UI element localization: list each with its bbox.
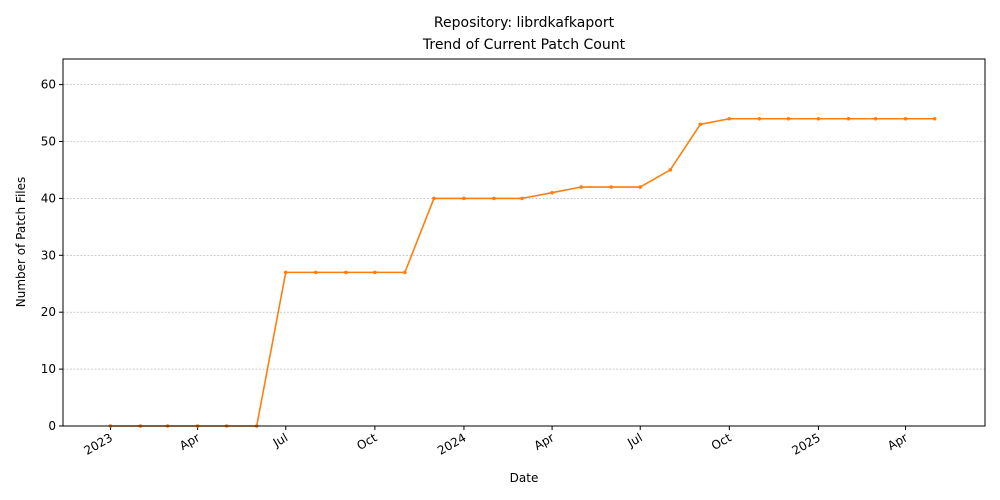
x-tick-label: Jul — [270, 430, 290, 450]
data-point — [283, 270, 288, 275]
data-point — [846, 116, 851, 121]
y-tick-label: 60 — [41, 78, 56, 92]
x-tick-label: Apr — [177, 430, 202, 453]
x-tick-label: Oct — [354, 430, 379, 453]
data-point — [668, 168, 673, 172]
data-point — [373, 270, 377, 275]
data-point — [638, 185, 643, 189]
data-point — [432, 196, 436, 201]
plot-frame — [62, 58, 986, 427]
y-tick-label: 20 — [41, 305, 56, 319]
series-layer — [108, 116, 937, 428]
data-point — [462, 196, 466, 201]
x-tick-label: 2025 — [789, 430, 822, 457]
y-tick-label: 50 — [41, 135, 56, 149]
data-point — [903, 116, 908, 121]
data-point — [343, 270, 348, 275]
y-tick-label: 40 — [41, 191, 56, 205]
data-point — [932, 116, 937, 121]
x-tick-label: Apr — [532, 430, 557, 453]
data-point — [550, 190, 554, 195]
x-axis-label: Date — [510, 471, 539, 485]
series-line — [110, 117, 935, 427]
data-point — [313, 270, 318, 275]
x-tick-label: 2024 — [435, 430, 468, 457]
x-axis-ticks: 2023 Apr Jul Oct 2024 Apr Jul Oct 2025 Apr — [82, 426, 910, 458]
data-point — [786, 116, 791, 121]
data-point — [698, 122, 703, 127]
chart-title: Repository: librdkafkaport — [434, 15, 615, 31]
y-tick-label: 30 — [41, 248, 56, 262]
data-point — [727, 116, 732, 121]
y-axis-label: Number of Patch Files — [14, 177, 28, 308]
data-point — [520, 196, 524, 201]
data-point — [816, 116, 821, 121]
x-tick-label: Jul — [624, 430, 644, 450]
y-tick-label: 10 — [41, 362, 56, 376]
y-tick-label: 0 — [48, 419, 56, 433]
data-point — [579, 185, 583, 189]
data-point — [403, 270, 407, 275]
x-tick-label: Apr — [885, 430, 910, 453]
data-point — [492, 196, 496, 201]
grid-lines — [63, 84, 985, 370]
chart-subtitle: Trend of Current Patch Count — [422, 37, 626, 53]
x-tick-label: 2023 — [82, 430, 115, 457]
x-tick-label: Oct — [709, 430, 734, 453]
data-point — [873, 116, 878, 121]
y-axis-ticks: 0 10 20 30 40 50 60 — [41, 78, 63, 433]
data-point — [757, 116, 762, 121]
data-point — [609, 185, 613, 189]
